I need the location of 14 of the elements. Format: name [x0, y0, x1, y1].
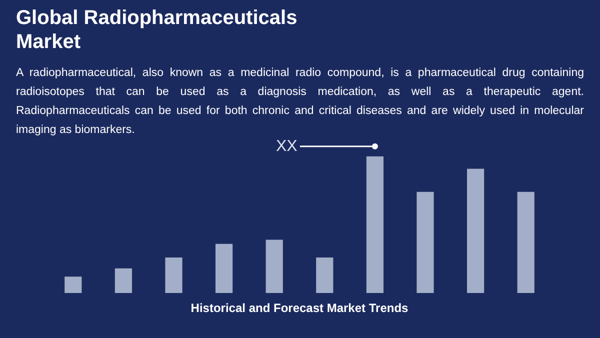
bar: [64, 276, 82, 293]
chart-subtitle: A radiopharmaceutical, also known as a medicinal radio compound, is a pharmaceutical drug containing radioisotopes that can be used as a diagnosis medication, as well as a therapeutic agent. Radiopharmaceuticals can be used for both chronic and critical diseases and are widely used in molecular imaging as biomarkers.: [16, 67, 584, 136]
bar: [165, 257, 182, 293]
x-axis-title: Historical and Forecast Market Trends: [190, 300, 409, 315]
bar: [114, 268, 132, 293]
chart-title: Global Radiopharmaceuticals Market: [16, 6, 298, 54]
bar: [266, 240, 283, 293]
bar: [366, 156, 384, 293]
bar: [416, 192, 434, 293]
bar: [467, 168, 484, 293]
bar: [316, 257, 334, 293]
text: XX: [276, 138, 298, 155]
bar: [216, 244, 233, 293]
bar: [517, 192, 534, 293]
